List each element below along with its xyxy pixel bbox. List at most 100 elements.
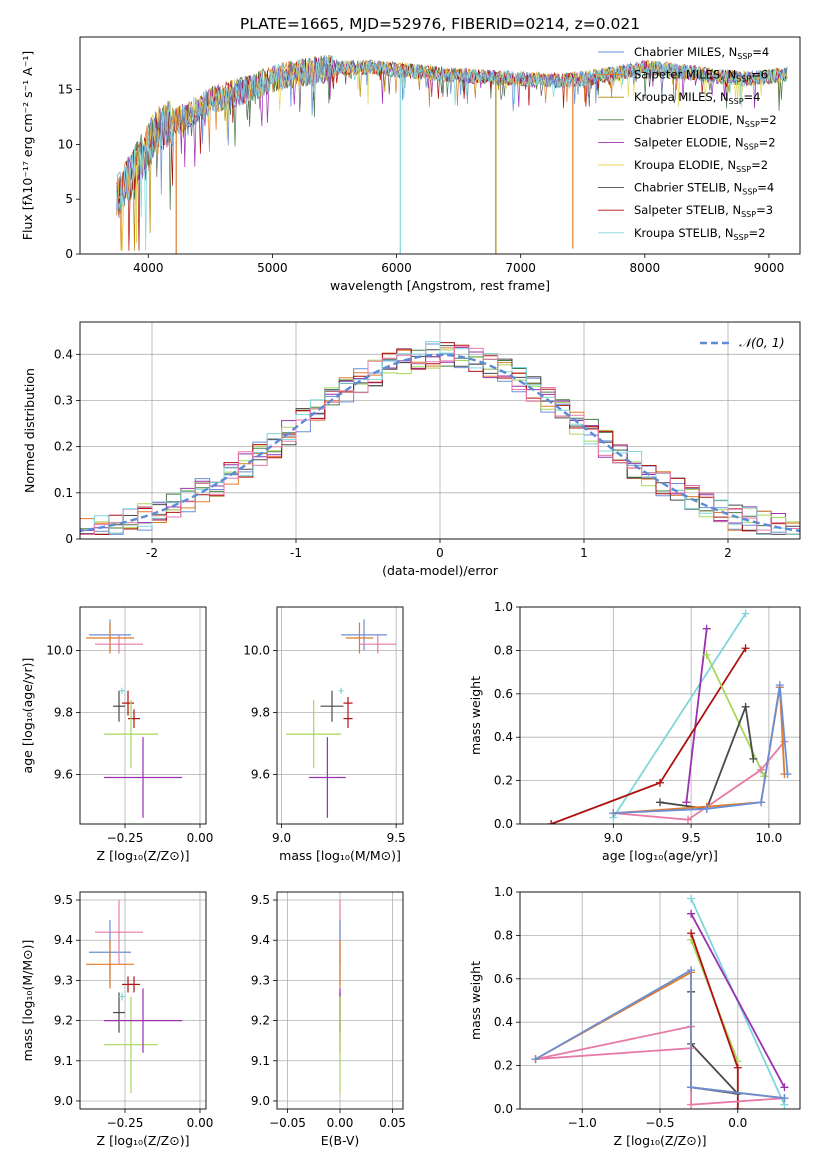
z_age-ylabel: age [log₁₀(age/yr)] xyxy=(20,658,35,774)
z_mass-xlabel: Z [log₁₀(Z/Z⊙)] xyxy=(97,1133,190,1148)
mass_age-plot-area xyxy=(286,619,397,818)
spectrum-plot-area xyxy=(116,54,788,254)
mass_age-frame xyxy=(276,606,404,825)
z_age-ytick-label: 10.0 xyxy=(46,643,73,657)
legend-entry-name: Salpeter STELIB, N xyxy=(634,203,741,217)
z_age-plot-area xyxy=(86,619,182,818)
legend-entry: Kroupa STELIB, NSSP=2 xyxy=(634,226,765,242)
residuals-xtick-label: 0 xyxy=(436,546,444,560)
spectrum-frame xyxy=(79,36,801,255)
residuals-ytick-label: 0.4 xyxy=(54,347,73,361)
z_weight-ytick-label: 0.6 xyxy=(494,972,513,986)
legend-entry: Kroupa ELODIE, NSSP=2 xyxy=(634,158,768,174)
age_weight-point-marker xyxy=(702,624,711,633)
ebv_mass-ytick-label: 9.1 xyxy=(251,1054,270,1068)
z_mass-ytick-label: 9.4 xyxy=(54,933,73,947)
residuals-plot-area xyxy=(80,341,800,535)
legend-entry-subscript: SSP xyxy=(736,165,751,174)
z_weight-series-line xyxy=(690,913,786,1088)
spectrum-ylabel: Flux [fλ10⁻¹⁷ erg cm⁻² s⁻¹ A⁻¹] xyxy=(20,51,35,240)
z_weight-ytick-label: 0.0 xyxy=(494,1102,513,1116)
legend-entry-suffix: =3 xyxy=(756,203,773,217)
z_weight-ytick-label: 0.2 xyxy=(494,1059,513,1073)
ebv_mass-frame xyxy=(276,891,404,1110)
gaussian-curve xyxy=(80,353,800,533)
legend-entry-name: Chabrier STELIB, N xyxy=(634,181,742,195)
spectrum-panel: 4000 5000 6000 7000 8000 9000 0 5 10 15 wavelength… xyxy=(20,36,801,293)
ebv_mass-xtick-label: 0.05 xyxy=(379,1116,406,1130)
age_weight-ytick-label: 0.4 xyxy=(494,730,513,744)
residuals-ytick-label: 0.1 xyxy=(54,486,73,500)
z_weight-point-marker xyxy=(687,1100,696,1109)
residuals-panel: -2 -1 0 1 2 0 0.1 0.2 0.3 0.4 (data-model)/error No… xyxy=(22,321,801,578)
mass_age-xtick-label: 9.5 xyxy=(387,831,406,845)
legend-entry-subscript: SSP xyxy=(734,233,749,242)
histogram-series xyxy=(80,346,800,535)
age_weight-point-marker xyxy=(656,798,664,807)
legend-entry-name: Kroupa MILES, N xyxy=(634,90,729,104)
legend-entry-subscript: SSP xyxy=(742,188,757,197)
legend-entry-suffix: =2 xyxy=(759,135,776,149)
z_weight-ytick-label: 0.8 xyxy=(494,928,513,942)
z_mass-ytick-label: 9.0 xyxy=(54,1094,73,1108)
spectrum-ytick-label: 0 xyxy=(65,247,73,261)
age_weight-point-marker xyxy=(656,778,664,787)
residuals-ytick-label: 0.2 xyxy=(54,440,73,454)
age_weight-ytick-label: 0.6 xyxy=(494,687,513,701)
age_weight-point-marker xyxy=(609,809,618,818)
legend-entry-name: Salpeter MILES, N xyxy=(634,68,736,82)
age_weight-point-marker xyxy=(741,644,750,653)
mass_age-xtick-label: 9.0 xyxy=(272,831,291,845)
legend-entry-suffix: =2 xyxy=(760,113,777,127)
legend-entry-suffix: =4 xyxy=(744,90,761,104)
z_mass-xtick-label: 0.00 xyxy=(187,1116,214,1130)
z_weight-point-marker xyxy=(687,1083,696,1092)
age_weight-frame xyxy=(519,606,801,825)
legend-entry-suffix: =4 xyxy=(757,181,774,195)
ebv-mass-panel: −0.05 0.00 0.05 9.0 9.1 9.2 9.3 9.4 9.5 E(B-V) xyxy=(251,891,406,1148)
residuals-xtick-label: -2 xyxy=(146,546,158,560)
spectrum-xlabel: wavelength [Angstrom, rest frame] xyxy=(330,278,550,293)
mass_age-ytick-label: 9.8 xyxy=(251,705,270,719)
age_weight-point-marker xyxy=(749,754,758,763)
spectrum-ytick-label: 15 xyxy=(58,83,73,97)
gaussian-legend-label: 𝒩(0, 1) xyxy=(739,335,785,350)
spectrum-xtick-label: 4000 xyxy=(133,261,164,275)
legend-entry-suffix: =4 xyxy=(752,45,769,59)
residuals-ylabel: Normed distribution xyxy=(22,368,37,493)
age_weight-xtick-label: 10.0 xyxy=(756,831,783,845)
ebv_mass-ytick-label: 9.0 xyxy=(251,1094,270,1108)
figure-title: PLATE=1665, MJD=52976, FIBERID=0214, z=0… xyxy=(240,15,640,33)
age_weight-ytick-label: 0.0 xyxy=(494,817,513,831)
z_mass-plot-area xyxy=(86,900,182,1093)
residuals-ytick-label: 0 xyxy=(65,532,73,546)
age_weight-point-marker xyxy=(741,702,750,711)
legend-entry: Salpeter STELIB, NSSP=3 xyxy=(634,203,773,219)
age-weight-panel: 9.0 9.5 10.0 0.0 0.2 0.4 0.6 0.8 1.0 age [log₁₀(a… xyxy=(468,600,801,863)
age_weight-series-line xyxy=(659,703,755,810)
legend-entry-subscript: SSP xyxy=(729,97,744,106)
ebv_mass-xtick-label: −0.05 xyxy=(269,1116,306,1130)
z_weight-point-marker xyxy=(733,1063,742,1072)
z_age-xlabel: Z [log₁₀(Z/Z⊙)] xyxy=(97,848,190,863)
age_weight-ylabel: mass weight xyxy=(468,676,483,755)
age_weight-point-marker xyxy=(757,798,766,807)
spectrum-ytick-label: 5 xyxy=(65,192,73,206)
z_mass-ytick-label: 9.2 xyxy=(54,1014,73,1028)
legend-entry: Chabrier ELODIE, NSSP=2 xyxy=(634,113,777,129)
z_age-ytick-label: 9.8 xyxy=(54,705,73,719)
age_weight-series-line xyxy=(705,654,766,777)
legend-entry-name: Chabrier MILES, N xyxy=(634,45,737,59)
legend-entry-suffix: =2 xyxy=(751,158,768,172)
age_weight-point-marker xyxy=(702,650,711,659)
z_age-ytick-label: 9.6 xyxy=(54,767,73,781)
z_age-grid xyxy=(80,607,206,824)
legend-entry-subscript: SSP xyxy=(745,120,760,129)
z_mass-frame xyxy=(79,891,207,1110)
mass_age-xlabel: mass [log₁₀(M/M⊙)] xyxy=(279,848,401,863)
z_mass-ylabel: mass [log₁₀(M/M⊙)] xyxy=(20,940,35,1062)
mass_age-ytick-label: 9.6 xyxy=(251,767,270,781)
z_weight-xtick-label: −1.0 xyxy=(568,1116,597,1130)
legend-entry-name: Chabrier ELODIE, N xyxy=(634,113,745,127)
